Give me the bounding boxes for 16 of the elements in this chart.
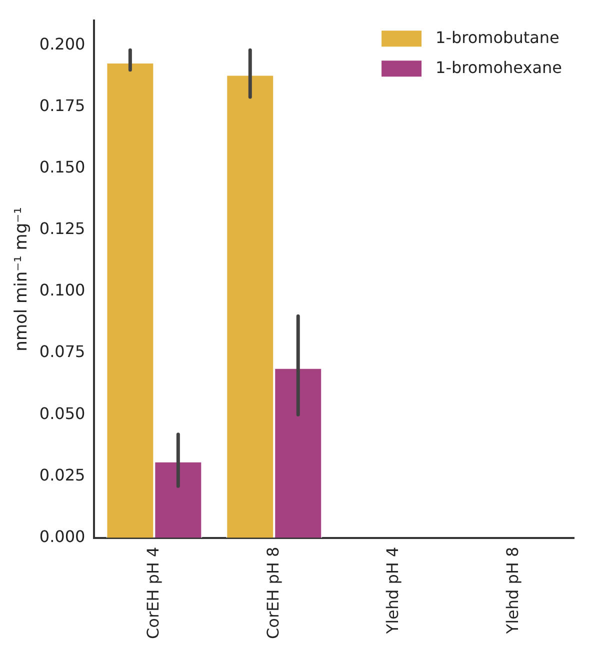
y-tick-label: 0.125 — [39, 219, 86, 238]
x-tick-label: CorEH pH 8 — [263, 546, 282, 639]
x-tick-label: CorEH pH 4 — [143, 546, 162, 639]
y-tick-label: 0.200 — [39, 34, 86, 54]
y-tick-label: 0.150 — [39, 158, 86, 177]
y-tick-label: 0.075 — [39, 342, 86, 362]
y-tick-label: 0.025 — [39, 465, 86, 484]
y-tick-label: 0.175 — [39, 96, 86, 115]
x-tick-label: Ylehd pH 8 — [503, 546, 522, 635]
x-tick-label: Ylehd pH 4 — [383, 546, 402, 635]
y-tick-label: 0.050 — [39, 404, 86, 423]
y-tick-label: 0.000 — [39, 526, 86, 546]
legend-label: 1-bromohexane — [436, 58, 562, 77]
legend-label: 1-bromobutane — [436, 28, 560, 47]
y-tick-label: 0.100 — [39, 280, 86, 300]
y-axis-title: nmol min⁻¹ mg⁻¹ — [12, 207, 32, 352]
